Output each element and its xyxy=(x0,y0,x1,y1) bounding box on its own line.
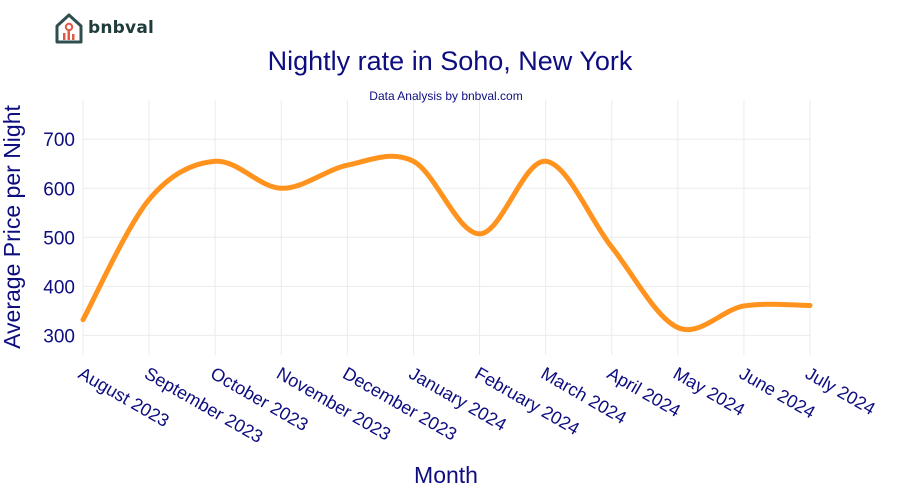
house-logo-icon xyxy=(55,13,83,44)
y-tick-label: 500 xyxy=(43,228,75,249)
x-tick-label: December 2023 xyxy=(339,363,460,444)
chart-subtitle: Data Analysis by bnbval.com xyxy=(369,89,522,103)
x-tick-label: November 2023 xyxy=(273,363,394,444)
y-tick-label: 600 xyxy=(43,179,75,200)
y-tick-label: 300 xyxy=(43,326,75,347)
y-tick-label: 400 xyxy=(43,277,75,298)
chart-title: Nightly rate in Soho, New York xyxy=(268,46,633,76)
brand-logo: bnbval xyxy=(54,12,154,44)
y-tick-label: 700 xyxy=(43,130,75,151)
grid xyxy=(82,100,811,355)
y-axis-ticks: 300 400 500 600 700 xyxy=(43,130,75,347)
y-axis-label: Average Price per Night xyxy=(0,105,25,349)
x-tick-label: September 2023 xyxy=(141,363,266,447)
brand-name: bnbval xyxy=(88,18,155,38)
x-axis-label: Month xyxy=(414,462,478,488)
x-tick-label: May 2024 xyxy=(670,363,748,420)
series-line xyxy=(80,153,813,332)
